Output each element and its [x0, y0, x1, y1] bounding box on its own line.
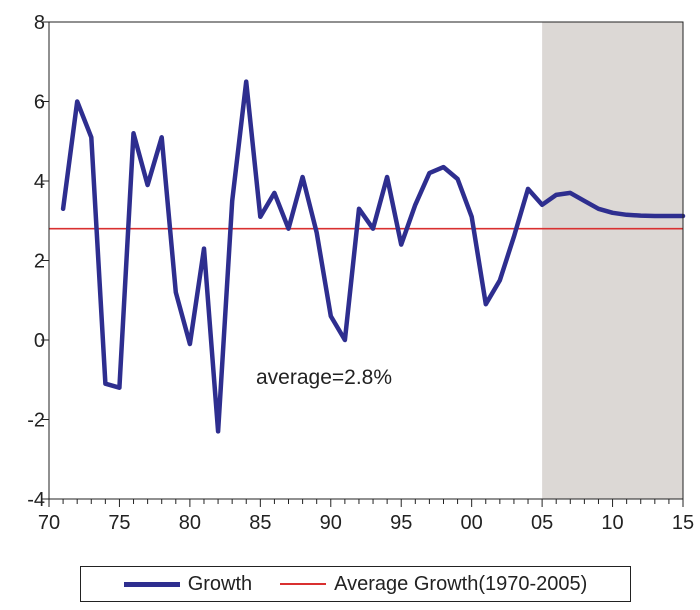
legend-swatch-growth: [123, 581, 180, 587]
y-tick-label-0: 0: [34, 330, 45, 352]
x-tick-label-70: 70: [38, 512, 60, 534]
legend-swatch-average: [280, 583, 327, 585]
y-tick-label--2: -2: [27, 410, 45, 432]
legend: Growth Average Growth(1970-2005): [80, 566, 631, 602]
average-annotation: average=2.8%: [256, 366, 392, 389]
x-tick-label-75: 75: [108, 512, 130, 534]
forecast-shading: [542, 22, 683, 499]
x-tick-label-00: 00: [461, 512, 483, 534]
y-tick-label-6: 6: [34, 92, 45, 114]
x-tick-label-15: 15: [672, 512, 694, 534]
x-tick-label-85: 85: [249, 512, 271, 534]
chart: 70 75 80 85 90 95 00 05 10 15 -4 -2 0 2 4 6 8 average=2.…: [27, 12, 694, 534]
x-tick-label-10: 10: [601, 512, 623, 534]
x-tick-label-90: 90: [320, 512, 342, 534]
legend-label-average: Average Growth(1970-2005): [334, 572, 588, 595]
legend-entry-average: Average Growth(1970-2005): [280, 573, 587, 596]
y-tick-label--4: -4: [27, 489, 45, 511]
legend-entry-growth: Growth: [123, 572, 253, 596]
x-tick-label-05: 05: [531, 512, 553, 534]
growth-series-line: [60, 79, 686, 434]
x-tick-label-80: 80: [179, 512, 201, 534]
y-tick-label-8: 8: [34, 12, 45, 34]
x-tick-label-95: 95: [390, 512, 412, 534]
legend-label-growth: Growth: [187, 572, 253, 595]
y-tick-label-2: 2: [34, 251, 45, 273]
y-tick-label-4: 4: [34, 171, 45, 193]
